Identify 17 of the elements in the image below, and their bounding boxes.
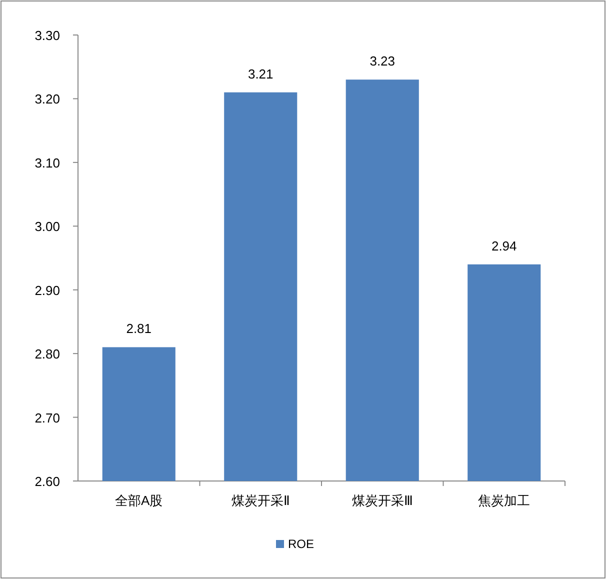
data-label: 3.21 [248, 66, 274, 82]
data-label: 2.81 [126, 321, 152, 336]
data-label: 3.23 [370, 54, 396, 69]
y-tick-label: 3.20 [34, 92, 60, 107]
y-tick-label: 2.90 [34, 282, 60, 298]
y-tick-label: 2.70 [34, 410, 60, 426]
x-tick-label: 全部A股 [115, 493, 163, 508]
y-tick-label: 3.30 [34, 28, 60, 43]
y-tick-label: 2.80 [34, 346, 60, 362]
x-tick-label: 煤炭开采Ⅲ [352, 493, 413, 508]
y-tick-label: 3.10 [34, 155, 60, 170]
x-tick-label: 煤炭开采Ⅱ [232, 493, 290, 508]
y-tick-label: 2.60 [34, 474, 60, 489]
legend-label: ROE [288, 537, 314, 551]
y-tick-label: 3.00 [34, 219, 60, 234]
x-tick-label: 焦炭加工 [478, 493, 530, 508]
data-label: 2.94 [491, 238, 517, 254]
